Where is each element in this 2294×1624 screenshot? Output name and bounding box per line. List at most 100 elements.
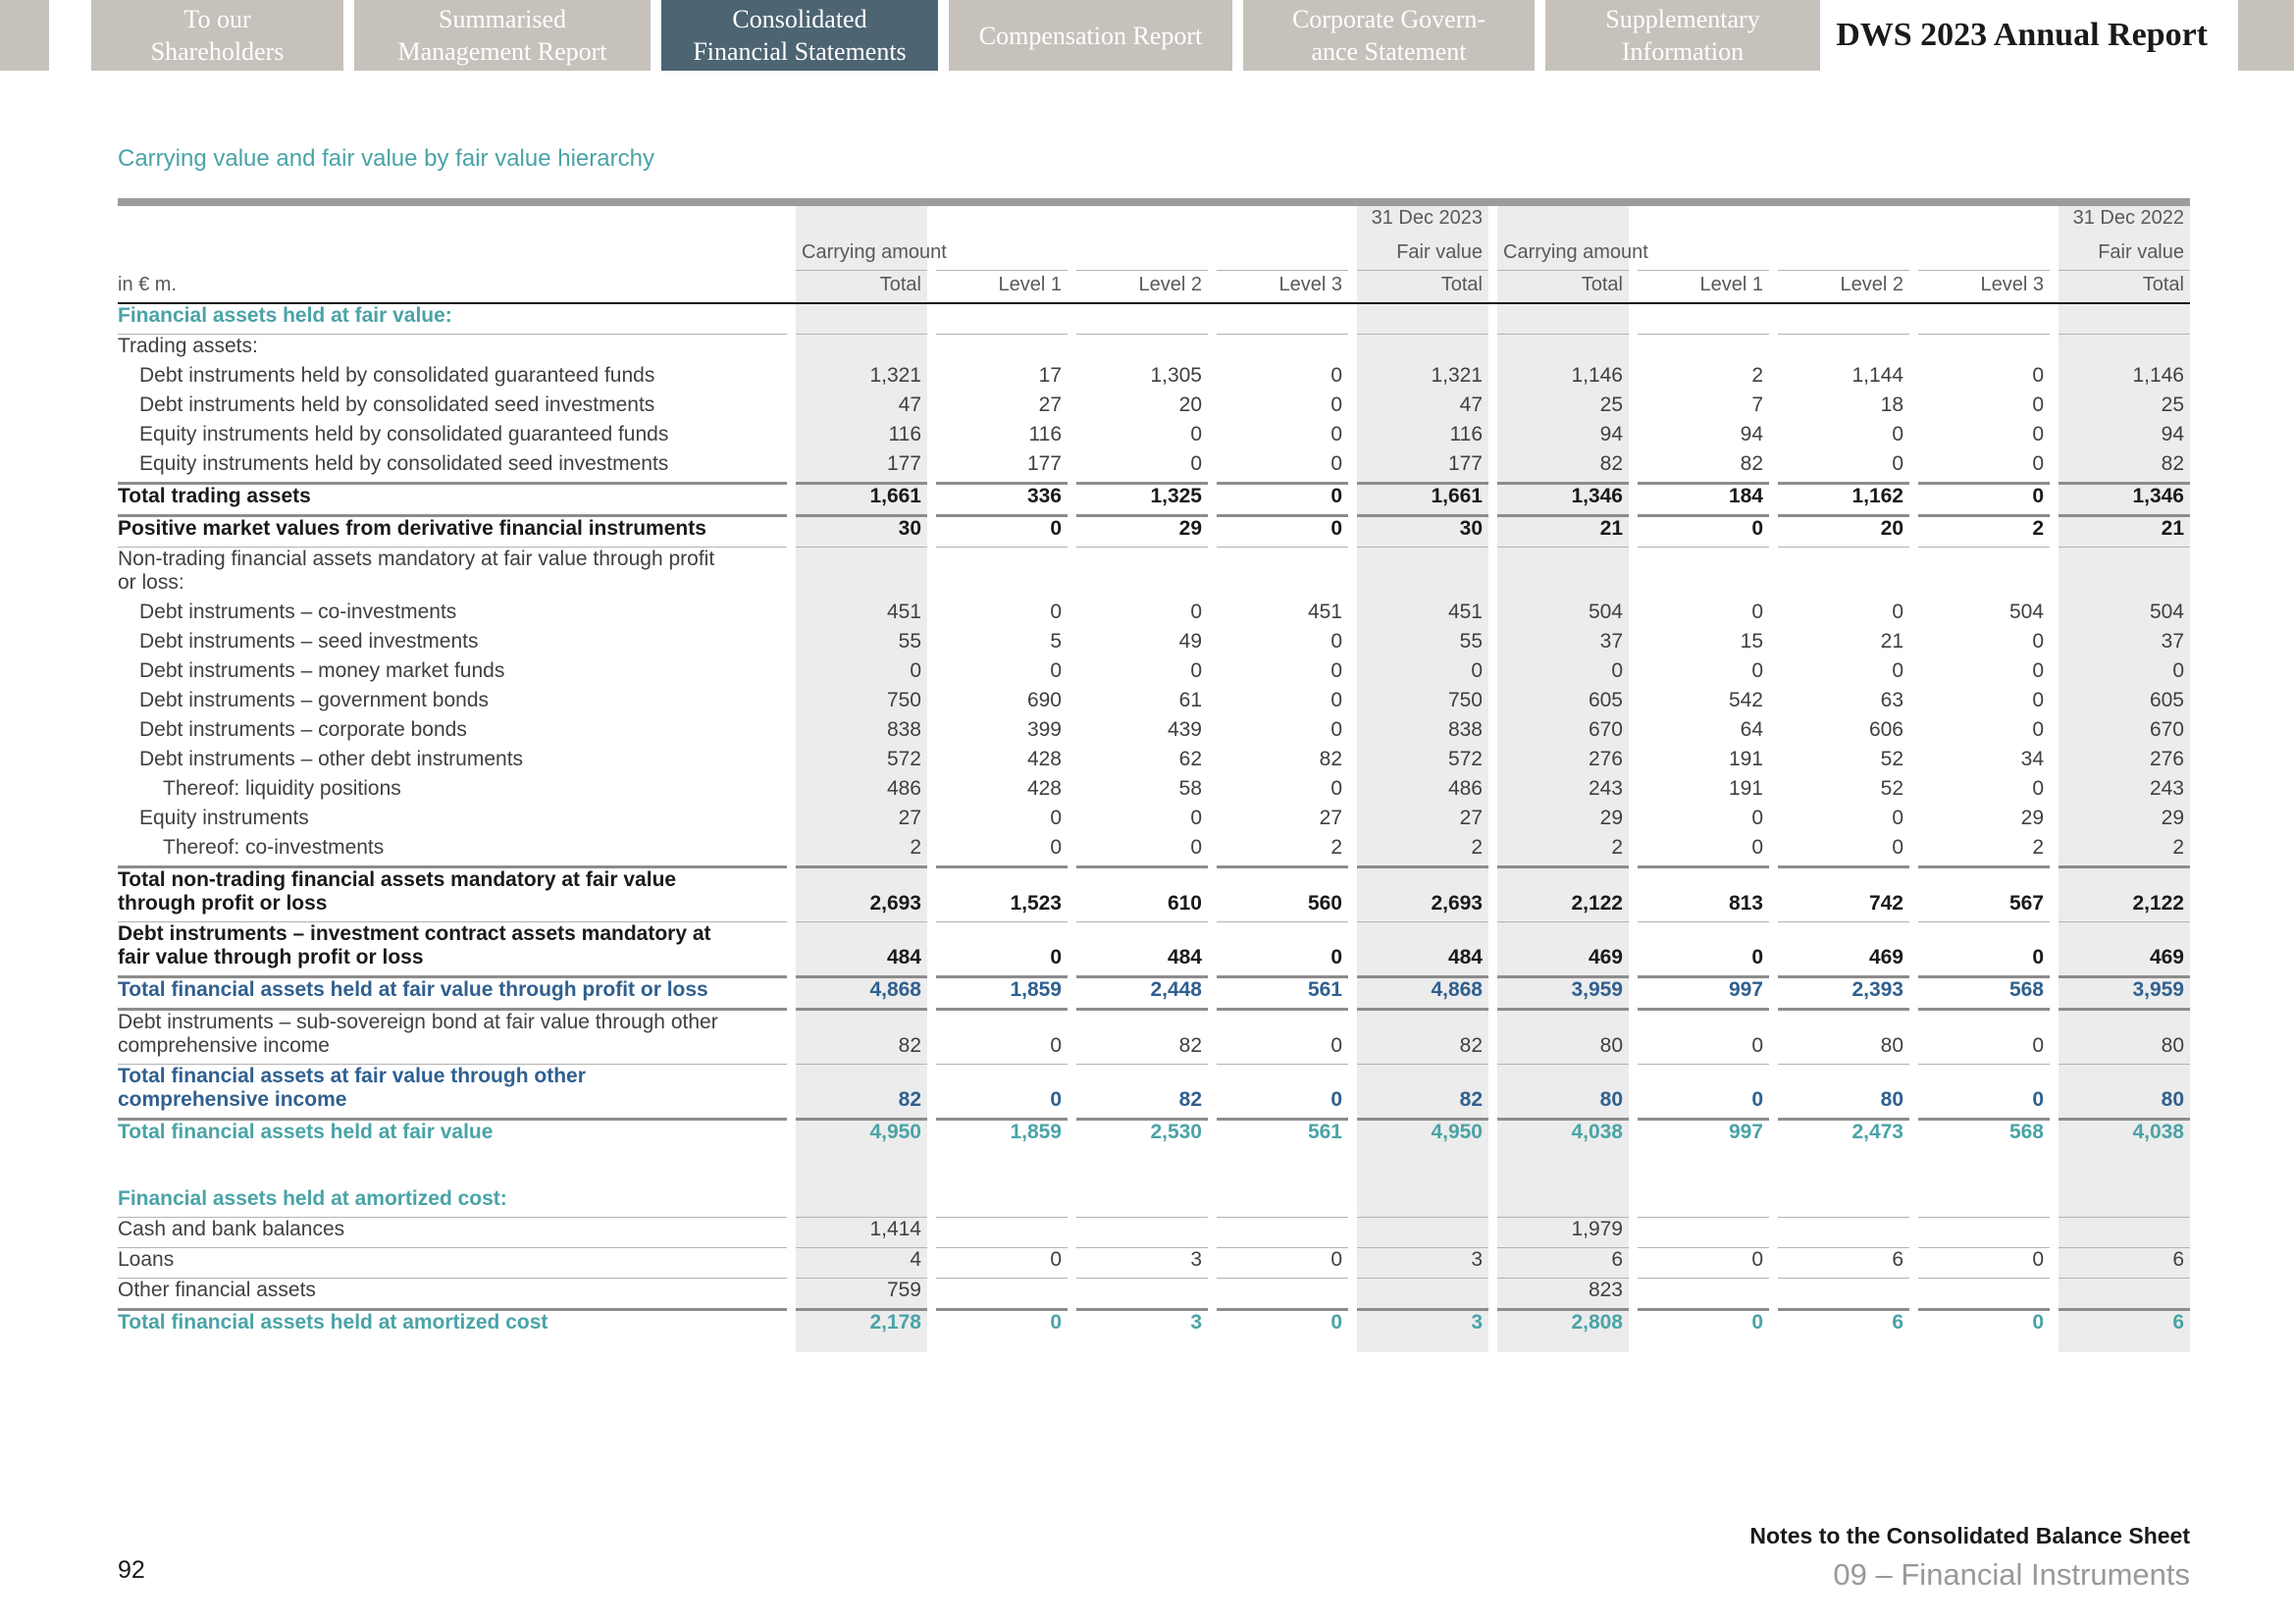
fair-value-label-2022: Fair value [2059, 236, 2190, 271]
value-cell: 49 [1178, 630, 1202, 653]
value-cell: 504 [1588, 601, 1623, 623]
value-cell: 742 [1778, 865, 1909, 922]
tab-compensation-report[interactable]: Compensation Report [949, 0, 1232, 71]
tab-summarised-management-report[interactable]: Summarised Management Report [354, 0, 651, 71]
tab-to-our-shareholders[interactable]: To our Shareholders [91, 0, 343, 71]
value-cell [1638, 1279, 1769, 1311]
tab-supplementary-information[interactable]: Supplementary Information [1545, 0, 1820, 71]
row-label: Equity instruments held by consolidated … [139, 452, 669, 475]
value-cell: 62 [1178, 748, 1202, 770]
value-cell: 80 [1778, 1011, 1909, 1065]
value-cell: 0 [1892, 601, 1903, 623]
value-cell: 80 [1497, 1065, 1629, 1121]
value-cell: 0 [1190, 836, 1202, 859]
row-label: Debt instruments – sub-sovereign bond at… [118, 1011, 787, 1065]
value-cell: 0 [1330, 659, 1342, 682]
value-cell: 0 [1330, 452, 1342, 475]
value-cell [1778, 548, 1909, 601]
spacer-row [118, 1340, 2190, 1352]
value-cell: 336 [936, 482, 1068, 517]
table-row: Debt instruments held by consolidated se… [118, 393, 2190, 423]
value-cell: 0 [2032, 452, 2044, 475]
value-cell: 0 [2032, 364, 2044, 387]
value-cell: 1,661 [796, 482, 927, 517]
value-cell [1217, 1279, 1348, 1311]
value-cell [1638, 304, 1769, 335]
value-cell: 80 [2059, 1011, 2190, 1065]
row-label [118, 1340, 787, 1352]
unit-label: in € m. [118, 274, 178, 295]
value-cell: 116 [1449, 423, 1483, 445]
value-cell: 0 [2172, 659, 2184, 682]
value-cell [1638, 548, 1769, 601]
value-cell [1217, 1187, 1348, 1218]
value-cell: 64 [1740, 718, 1763, 741]
row-label: Cash and bank balances [118, 1218, 787, 1248]
value-cell [2059, 548, 2190, 601]
value-cell [1638, 1187, 1769, 1218]
value-cell: 2,473 [1851, 1121, 1903, 1143]
table-row: Debt instruments – other debt instrument… [118, 748, 2190, 777]
value-cell: 55 [898, 630, 921, 653]
value-cell: 47 [1459, 393, 1483, 416]
value-cell: 1,979 [1497, 1218, 1629, 1248]
value-cell: 27 [1319, 807, 1342, 829]
value-cell: 0 [1330, 777, 1342, 800]
value-cell [796, 1187, 927, 1218]
value-cell: 439 [1167, 718, 1202, 741]
value-cell: 0 [1638, 1248, 1769, 1279]
value-cell: 0 [1330, 393, 1342, 416]
report-title: DWS 2023 Annual Report [1836, 17, 2208, 53]
value-cell [936, 335, 1068, 364]
value-cell [796, 548, 927, 601]
footer-section: Notes to the Consolidated Balance Sheet [1749, 1523, 2190, 1548]
value-cell: 997 [1638, 978, 1769, 1011]
value-cell: 0 [1330, 718, 1342, 741]
value-cell: 17 [1038, 364, 1062, 387]
value-cell: 4 [796, 1248, 927, 1279]
value-cell: 0 [1918, 1248, 2050, 1279]
value-cell: 4,038 [1571, 1121, 1623, 1143]
value-cell [1217, 304, 1348, 335]
value-cell: 542 [1728, 689, 1763, 711]
value-cell [1076, 1187, 1208, 1218]
value-cell: 469 [1497, 922, 1629, 978]
value-cell: 399 [1026, 718, 1062, 741]
col-header: Level 3 [1278, 274, 1343, 295]
value-cell: 0 [1217, 517, 1348, 548]
value-cell [1638, 1150, 1769, 1187]
tab-consolidated-financial-statements[interactable]: Consolidated Financial Statements [661, 0, 938, 71]
value-cell: 1,305 [1150, 364, 1202, 387]
col-header: Level 2 [1138, 274, 1203, 295]
value-cell [1778, 1187, 1909, 1218]
value-cell: 0 [2032, 659, 2044, 682]
value-cell: 1,321 [869, 364, 921, 387]
table-row: Positive market values from derivative f… [118, 517, 2190, 548]
row-label: Total non-trading financial assets manda… [118, 865, 787, 922]
value-cell [1076, 1279, 1208, 1311]
value-cell: 30 [796, 517, 927, 548]
value-cell: 0 [1217, 482, 1348, 517]
table-row: Total financial assets held at fair valu… [118, 1121, 2190, 1150]
period-2022: 31 Dec 2022 [2072, 207, 2184, 229]
value-cell: 82 [796, 1011, 927, 1065]
value-cell: 504 [2149, 601, 2184, 623]
value-cell: 80 [1778, 1065, 1909, 1121]
tab-corporate-govern-ance-statement[interactable]: Corporate Govern- ance Statement [1243, 0, 1535, 71]
row-label: Debt instruments – government bonds [139, 689, 490, 711]
row-label: Total financial assets at fair value thr… [118, 1065, 787, 1121]
value-cell [1076, 335, 1208, 364]
table-row: Total non-trading financial assets manda… [118, 865, 2190, 922]
value-cell: 0 [910, 659, 921, 682]
value-cell [2059, 1340, 2190, 1352]
value-cell: 823 [1497, 1279, 1629, 1311]
table-row: Equity instruments held by consolidated … [118, 452, 2190, 482]
value-cell: 469 [2059, 922, 2190, 978]
value-cell: 0 [1751, 836, 1763, 859]
value-cell [1497, 1187, 1629, 1218]
row-label: Debt instruments – corporate bonds [139, 718, 467, 741]
value-cell [2059, 1279, 2190, 1311]
value-cell: 1,859 [1010, 1121, 1062, 1143]
value-cell: 82 [1076, 1065, 1208, 1121]
